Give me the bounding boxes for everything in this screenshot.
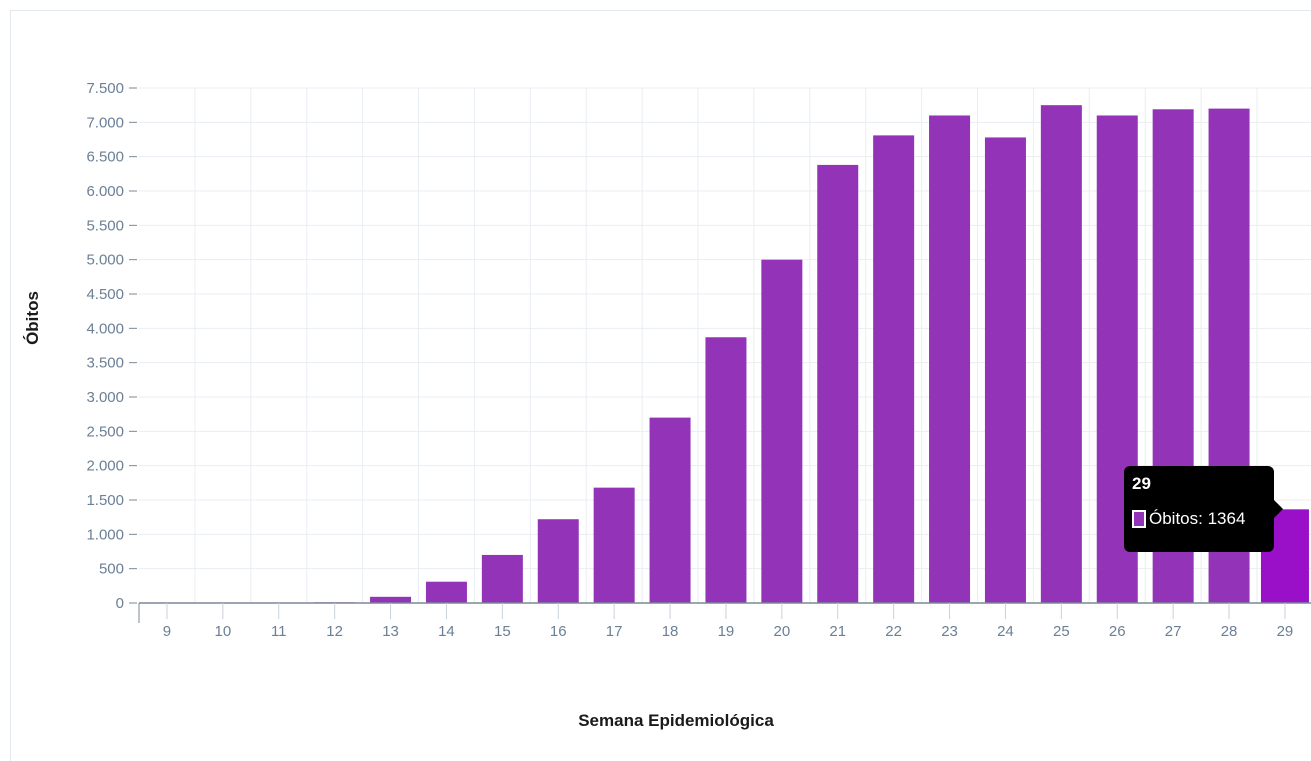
y-tick-label: 5.000 <box>86 252 124 269</box>
x-tick-label: 22 <box>885 623 902 640</box>
x-tick-label: 10 <box>215 623 232 640</box>
y-tick-label: 3.000 <box>86 389 124 406</box>
bar-week-14[interactable] <box>425 581 467 603</box>
y-tick-label: 0 <box>116 595 124 612</box>
axes <box>138 602 1311 623</box>
bar-week-20[interactable] <box>761 259 803 603</box>
x-tick-label: 15 <box>494 623 511 640</box>
bar-week-21[interactable] <box>817 164 859 603</box>
x-tick-label: 24 <box>997 623 1014 640</box>
bar-week-19[interactable] <box>705 337 747 603</box>
y-tick-label: 5.500 <box>86 217 124 234</box>
y-tick-label: 4.000 <box>86 320 124 337</box>
x-tick-label: 17 <box>606 623 623 640</box>
y-tick-label: 7.500 <box>86 80 124 97</box>
y-tick-label: 3.500 <box>86 355 124 372</box>
x-tick-label: 11 <box>271 623 287 640</box>
y-axis-title: Óbitos <box>23 291 42 345</box>
x-tick-label: 14 <box>438 623 455 640</box>
y-tick-label: 500 <box>99 561 124 578</box>
bar-week-15[interactable] <box>481 554 523 603</box>
y-tick-label: 4.500 <box>86 286 124 303</box>
x-tick-label: 20 <box>774 623 791 640</box>
x-tick-label: 28 <box>1221 623 1238 640</box>
y-tick-label: 1.500 <box>86 492 124 509</box>
tooltip-label: Óbitos: 1364 <box>1149 509 1246 528</box>
chart-panel <box>10 10 1311 761</box>
y-tick-label: 7.000 <box>86 114 124 131</box>
x-tick-label: 26 <box>1109 623 1126 640</box>
x-tick-labels: 9 10 11 12 13 14 15 16 17 18 19 20 21 22 23 24 25 26 27 28 2… <box>163 603 1294 640</box>
y-tick-label: 6.500 <box>86 149 124 166</box>
tooltip-title: 29 <box>1132 474 1151 493</box>
tooltip-swatch <box>1132 510 1146 528</box>
y-tick-label: 6.000 <box>86 183 124 200</box>
x-tick-label: 21 <box>829 623 846 640</box>
bar-week-24[interactable] <box>984 137 1026 603</box>
x-tick-label: 23 <box>941 623 958 640</box>
tooltip-row: Óbitos: 1364 <box>1132 508 1266 530</box>
tooltip: 29 Óbitos: 1364 <box>1124 466 1283 552</box>
x-tick-label: 19 <box>718 623 735 640</box>
y-tick-label: 1.000 <box>86 526 124 543</box>
bar-week-18[interactable] <box>649 417 691 603</box>
x-tick-label: 9 <box>163 623 171 640</box>
bar-week-25[interactable] <box>1040 105 1082 604</box>
y-tick-label: 2.500 <box>86 423 124 440</box>
y-tick-label: 2.000 <box>86 458 124 475</box>
y-tick-labels: 0 500 1.000 1.500 2.000 2.500 3.000 3.500 4.000 4… <box>86 80 137 612</box>
x-tick-label: 29 <box>1277 623 1294 640</box>
bar-week-23[interactable] <box>929 115 971 603</box>
x-axis-title: Semana Epidemiológica <box>578 711 774 730</box>
x-tick-label: 18 <box>662 623 679 640</box>
x-tick-label: 12 <box>326 623 343 640</box>
bar-week-22[interactable] <box>873 135 915 603</box>
x-tick-label: 16 <box>550 623 567 640</box>
x-tick-label: 13 <box>382 623 399 640</box>
bar-week-13[interactable] <box>370 596 412 603</box>
bar-week-17[interactable] <box>593 487 635 603</box>
x-tick-label: 27 <box>1165 623 1182 640</box>
x-tick-label: 25 <box>1053 623 1070 640</box>
bar-week-16[interactable] <box>537 519 579 603</box>
